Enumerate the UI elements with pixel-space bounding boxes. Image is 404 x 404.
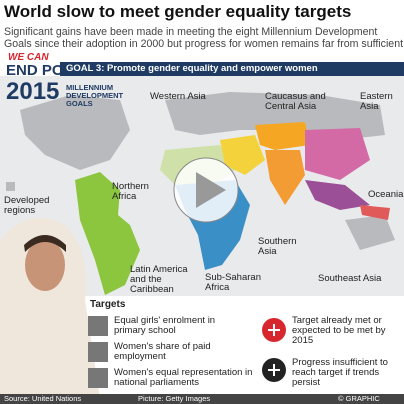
region-label: Latin America and the Caribbean — [130, 264, 188, 295]
targets-title: Targets — [90, 299, 126, 310]
logo-caption: MILLENNIUM DEVELOPMENT GOALS — [66, 83, 124, 108]
icon-employment — [88, 342, 108, 362]
region-label: Oceania — [368, 189, 404, 200]
eastern-asia — [305, 128, 370, 180]
credit: © GRAPHIC NEWS — [338, 394, 380, 404]
australia — [345, 215, 395, 250]
picture-credit: Picture: Getty Images — [138, 394, 211, 403]
icon-parliament — [88, 368, 108, 388]
southeast-asia — [305, 180, 370, 210]
region-label: Southern Asia — [258, 236, 297, 257]
photo — [0, 217, 100, 398]
target: Women's share of paid employment — [114, 341, 211, 362]
region-label: Eastern Asia — [360, 91, 393, 112]
region-label: Western Asia — [150, 91, 206, 102]
subtitle: Significant gains have been made in meet… — [4, 26, 404, 50]
icon-school — [88, 316, 108, 336]
legend-insufficient — [262, 358, 286, 382]
play-button[interactable] — [173, 157, 239, 223]
legend-text: Target already met or expected to be met… — [292, 315, 386, 346]
europe-russia — [165, 92, 385, 140]
target: Equal girls' enrolment in primary school — [114, 315, 216, 336]
region-label: Northern Africa — [112, 181, 149, 202]
target: Women's equal representation in national… — [114, 367, 253, 388]
logo-year: 2015 — [6, 78, 60, 105]
developed-swatch — [6, 182, 15, 191]
logo-tag: WE CAN — [8, 52, 49, 63]
legend-met — [262, 318, 286, 342]
logo-line: END POVERTY — [6, 62, 114, 79]
western-asia — [220, 135, 265, 175]
region-label: Developed regions — [4, 195, 50, 216]
legend-text: Progress insufficient to reach target if… — [292, 357, 388, 388]
central-asia — [255, 122, 310, 150]
banner-bg — [60, 62, 404, 76]
footer-bg — [0, 394, 404, 404]
southern-asia — [265, 150, 305, 205]
region-label: Caucasus and Central Asia — [265, 91, 326, 112]
region-label: Southeast Asia — [318, 273, 382, 284]
banner: GOAL 3: Promote gender equality and empo… — [66, 63, 318, 74]
source: Source: United Nations — [4, 394, 82, 403]
latin-america — [75, 172, 140, 295]
north-america — [20, 95, 130, 170]
title: World slow to meet gender equality targe… — [4, 2, 352, 21]
region-label: Sub-Saharan Africa — [205, 272, 261, 293]
oceania — [360, 205, 390, 220]
